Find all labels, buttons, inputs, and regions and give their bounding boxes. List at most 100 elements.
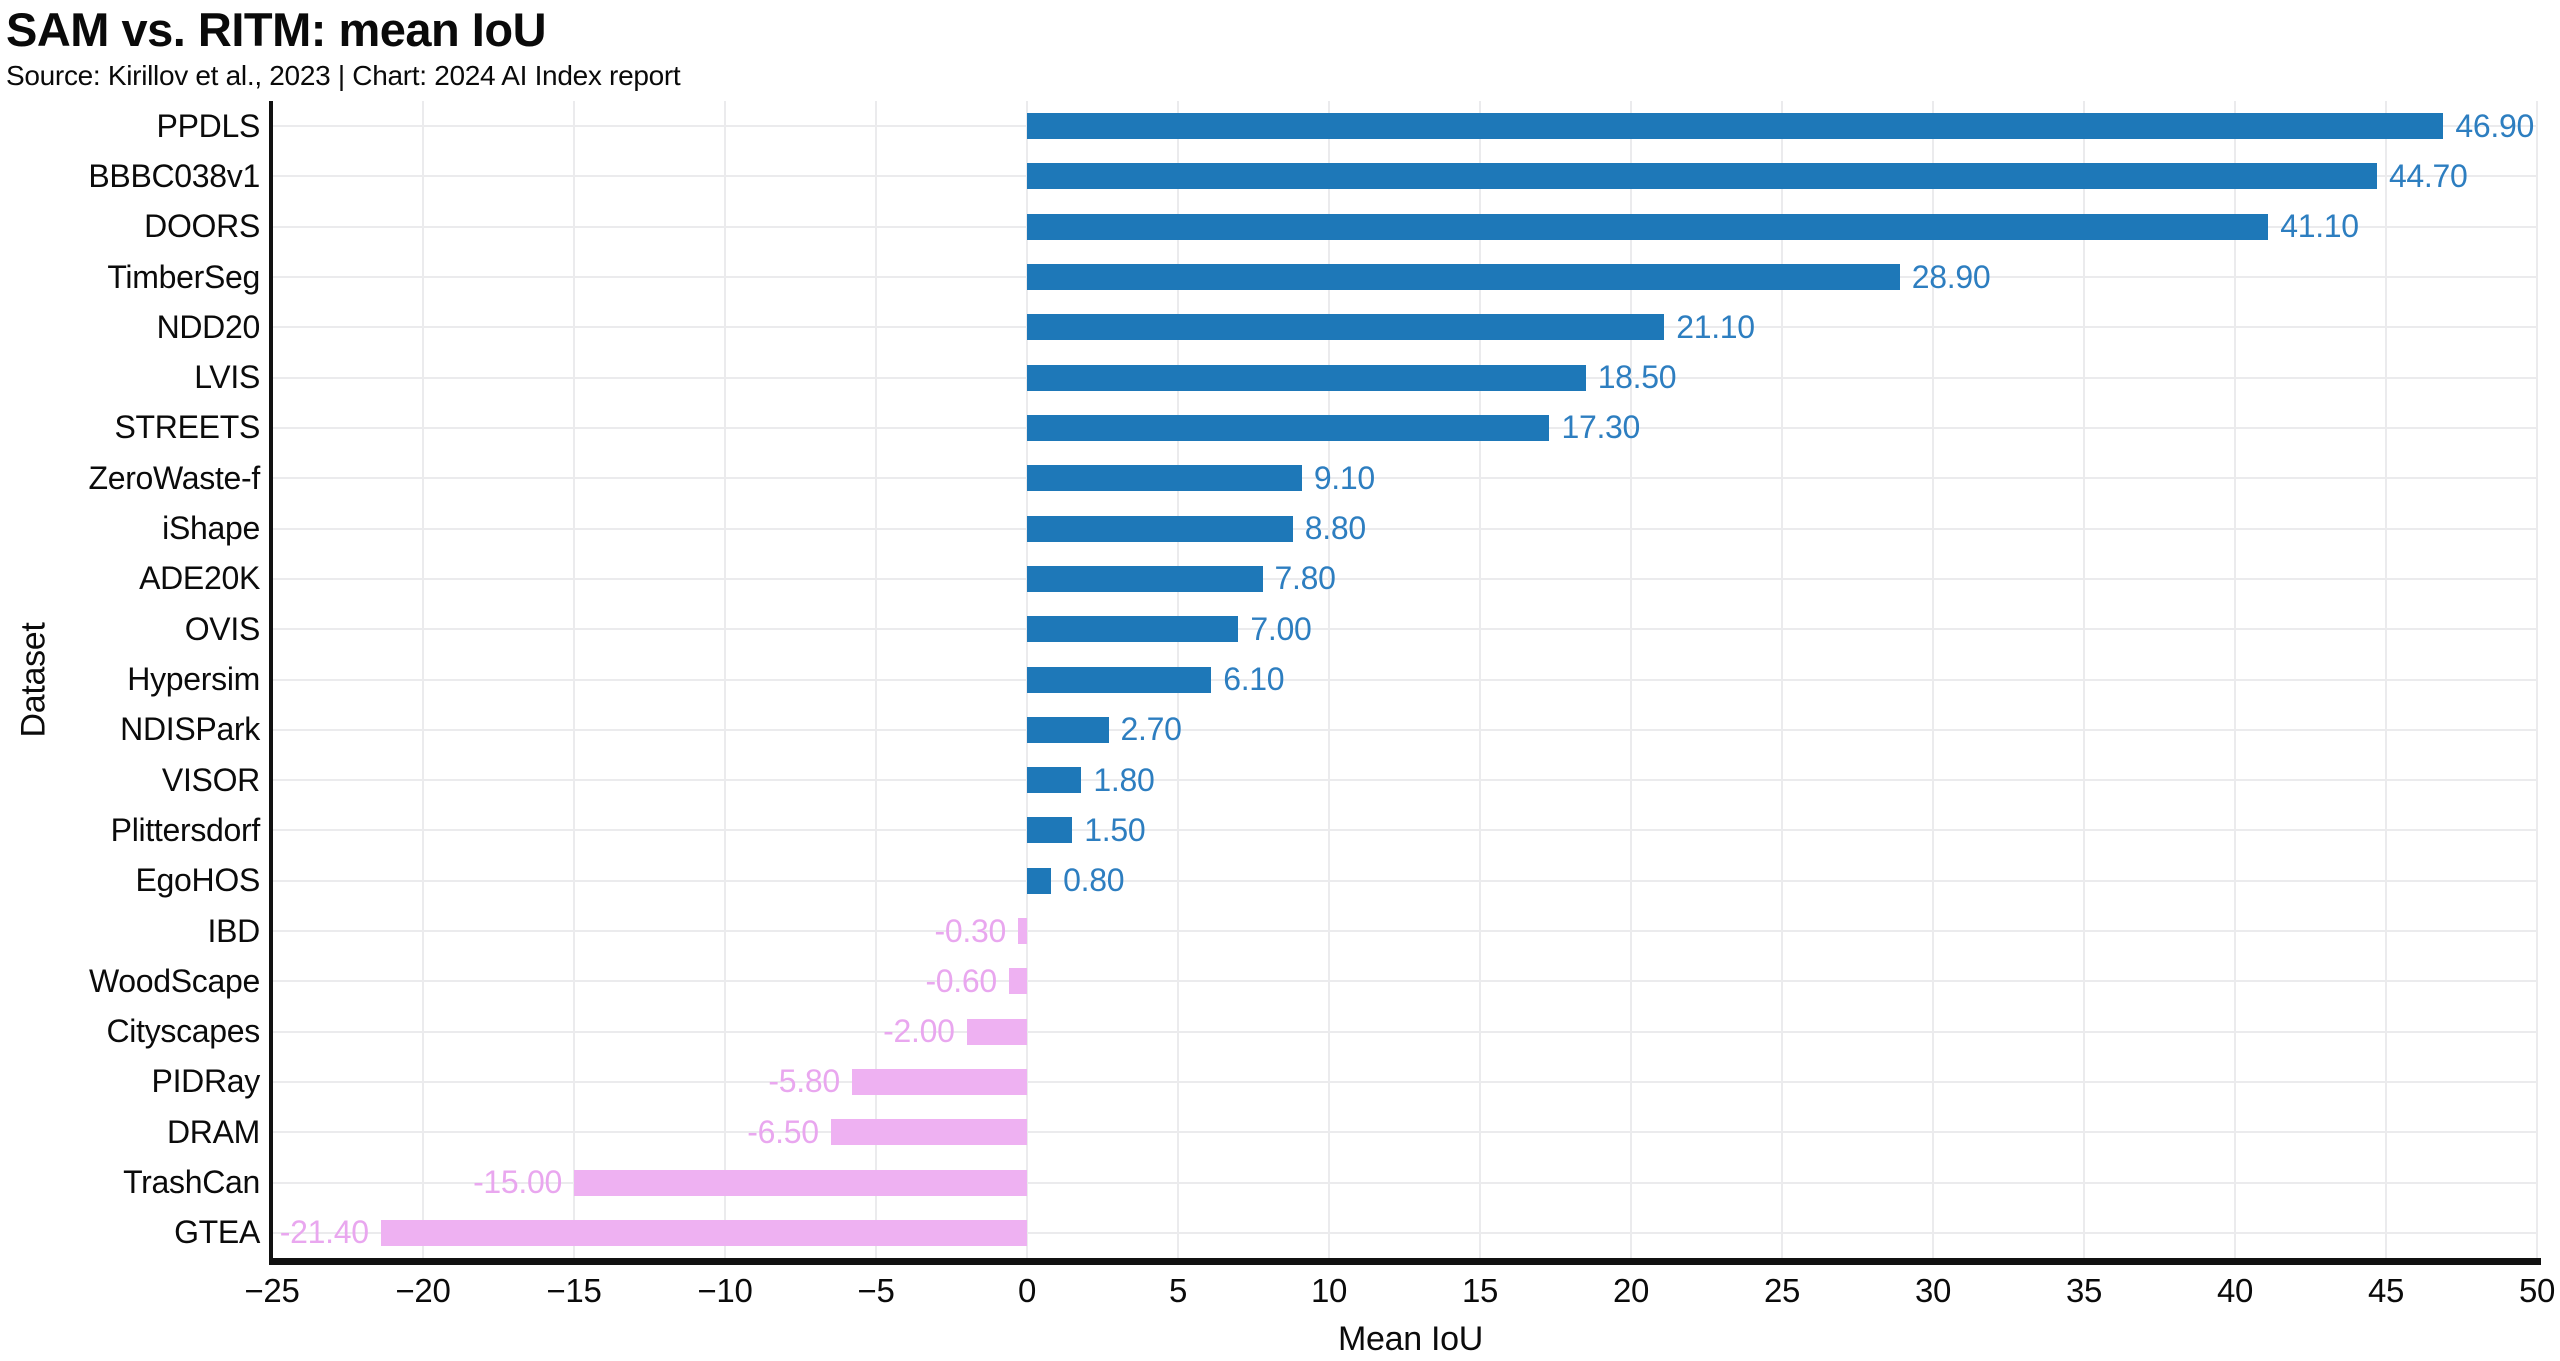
bar-value-label: 1.50	[1084, 811, 1146, 848]
gridline-horizontal	[272, 477, 2537, 480]
y-axis-spine	[269, 101, 273, 1258]
bar-STREETS	[1027, 414, 1550, 441]
bar-BBBC038v1	[1027, 163, 2377, 190]
gridline-horizontal	[272, 678, 2537, 681]
gridline-horizontal	[272, 879, 2537, 882]
bar-value-label: 7.00	[1250, 610, 1312, 647]
category-label-iShape: iShape	[162, 510, 260, 547]
bar-TimberSeg	[1027, 264, 1900, 291]
bar-value-label: -2.00	[883, 1013, 955, 1050]
category-label-PIDRay: PIDRay	[151, 1063, 261, 1100]
bar-PPDLS	[1027, 113, 2444, 140]
bar-value-label: 7.80	[1274, 560, 1336, 597]
x-tick-label: 25	[1763, 1272, 1801, 1309]
bar-WoodScape	[1008, 968, 1027, 995]
bar-value-label: 2.70	[1120, 711, 1182, 748]
gridline-horizontal	[272, 980, 2537, 983]
category-label-BBBC038v1: BBBC038v1	[88, 157, 260, 194]
x-tick-label: 20	[1612, 1272, 1650, 1309]
bar-value-label: 46.90	[2455, 107, 2534, 144]
gridline-horizontal	[272, 1131, 2537, 1134]
x-tick-label: 0	[1017, 1272, 1037, 1309]
plot-area: 46.90 44.70 41.10 28.90 21.10 18.50 17.30 9.10 8…	[271, 101, 2538, 1258]
category-label-STREETS: STREETS	[114, 409, 261, 446]
category-label-LVIS: LVIS	[194, 359, 260, 396]
bar-DOORS	[1027, 213, 2269, 240]
x-tick-label: −20	[395, 1272, 451, 1309]
category-label-DOORS: DOORS	[144, 208, 260, 245]
bar-IBD	[1017, 918, 1027, 945]
category-label-ADE20K: ADE20K	[139, 560, 260, 597]
gridline-horizontal	[272, 577, 2537, 580]
x-tick-label: −10	[697, 1272, 753, 1309]
x-tick-label: 35	[2065, 1272, 2103, 1309]
bar-value-label: -21.40	[279, 1214, 369, 1251]
bar-value-label: -0.60	[925, 962, 997, 999]
category-label-TrashCan: TrashCan	[123, 1164, 260, 1201]
gridline-vertical	[2536, 101, 2538, 1258]
category-label-OVIS: OVIS	[184, 610, 261, 647]
category-label-NDISPark: NDISPark	[120, 711, 260, 748]
x-axis-spine	[269, 1258, 2541, 1265]
category-label-WoodScape: WoodScape	[88, 962, 260, 999]
x-tick-label: 40	[2216, 1272, 2254, 1309]
x-tick-label: 30	[1914, 1272, 1952, 1309]
bar-ZeroWaste-f	[1027, 465, 1302, 492]
bar-Hypersim	[1027, 666, 1212, 693]
category-label-IBD: IBD	[207, 912, 261, 949]
gridline-horizontal	[272, 527, 2537, 530]
bar-TrashCan	[574, 1169, 1027, 1196]
category-label-Cityscapes: Cityscapes	[106, 1013, 260, 1050]
category-label-VISOR: VISOR	[161, 761, 260, 798]
category-label-EgoHOS: EgoHOS	[135, 862, 261, 899]
gridline-horizontal	[272, 1080, 2537, 1083]
bar-OVIS	[1027, 616, 1239, 643]
bar-EgoHOS	[1027, 867, 1052, 894]
gridline-horizontal	[272, 779, 2537, 782]
gridline-horizontal	[272, 930, 2537, 933]
bar-value-label: -0.30	[934, 912, 1007, 949]
bar-PIDRay	[851, 1068, 1027, 1095]
chart-title: SAM vs. RITM: mean IoU	[6, 3, 547, 56]
x-tick-label: 50	[2518, 1272, 2556, 1309]
gridline-horizontal	[272, 1231, 2537, 1234]
gridline-horizontal	[272, 829, 2537, 832]
bar-value-label: 21.10	[1676, 308, 1755, 345]
bar-NDISPark	[1027, 716, 1109, 743]
gridline-horizontal	[272, 728, 2537, 731]
x-tick-label: 5	[1168, 1272, 1188, 1309]
bar-value-label: 1.80	[1093, 761, 1155, 798]
chart-subtitle: Source: Kirillov et al., 2023 | Chart: 2…	[6, 60, 681, 91]
category-label-PPDLS: PPDLS	[156, 107, 261, 144]
bar-ADE20K	[1027, 565, 1263, 592]
category-label-ZeroWaste-f: ZeroWaste-f	[88, 459, 260, 496]
category-label-TimberSeg: TimberSeg	[107, 258, 260, 295]
bar-value-label: 17.30	[1561, 409, 1641, 446]
category-label-DRAM: DRAM	[166, 1113, 260, 1150]
category-label-Hypersim: Hypersim	[127, 661, 260, 697]
bar-Plittersdorf	[1027, 817, 1073, 844]
bar-value-label: -5.80	[768, 1063, 840, 1100]
gridline-horizontal	[272, 628, 2537, 631]
gridline-horizontal	[272, 1030, 2537, 1033]
category-label-Plittersdorf: Plittersdorf	[110, 811, 261, 848]
category-label-NDD20: NDD20	[156, 308, 261, 345]
bar-NDD20	[1027, 314, 1665, 341]
x-axis-title: Mean IoU	[1337, 1320, 1484, 1358]
bar-GTEA	[380, 1219, 1027, 1246]
x-tick-label: −5	[857, 1272, 895, 1309]
bar-VISOR	[1027, 767, 1082, 794]
gridline-horizontal	[272, 1181, 2537, 1184]
x-tick-label: 15	[1461, 1272, 1499, 1309]
bar-value-label: 8.80	[1304, 510, 1366, 547]
bar-value-label: 9.10	[1313, 459, 1375, 496]
bar-value-label: 41.10	[2280, 208, 2359, 245]
bar-DRAM	[830, 1119, 1027, 1146]
bar-value-label: 44.70	[2388, 157, 2468, 194]
bar-value-label: -15.00	[473, 1164, 562, 1201]
x-tick-label: −25	[244, 1272, 300, 1309]
bar-value-label: 0.80	[1063, 862, 1125, 899]
bar-value-label: 6.10	[1223, 661, 1285, 697]
bar-iShape	[1027, 515, 1293, 542]
